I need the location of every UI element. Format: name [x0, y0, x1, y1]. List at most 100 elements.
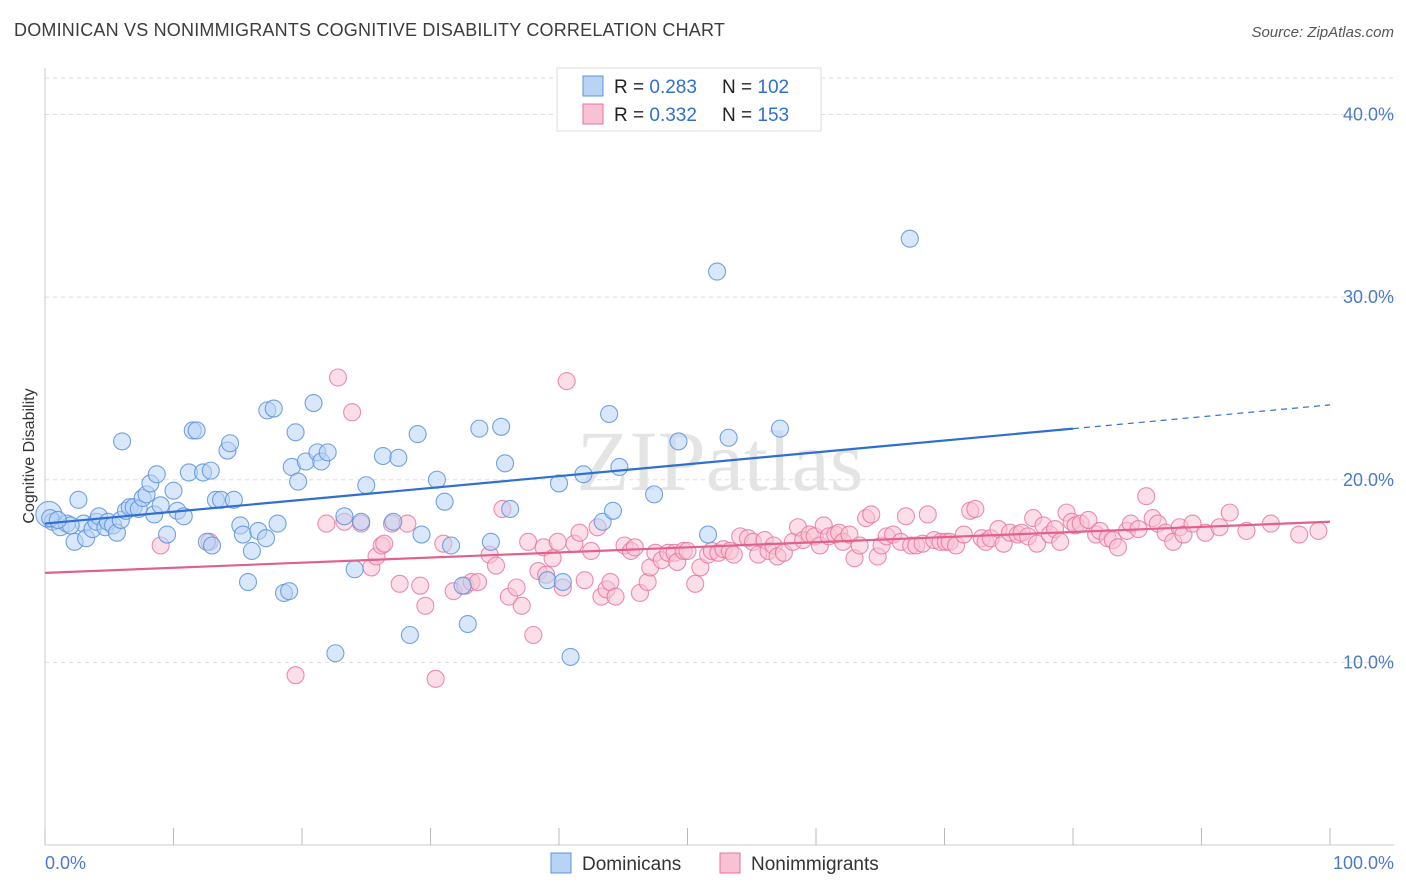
- y-tick-label: 40.0%: [1343, 105, 1394, 125]
- nonimmigrants-point: [1027, 534, 1047, 553]
- nonimmigrants-point: [486, 556, 506, 575]
- nonimmigrants-point: [411, 576, 430, 595]
- dominicans-point: [408, 425, 427, 444]
- dominicans-point: [256, 529, 276, 548]
- bottom-legend-label-nonimmigrants: Nonimmigrants: [751, 854, 879, 875]
- svg-text:N = 153: N = 153: [722, 105, 789, 126]
- nonimmigrants-point: [375, 534, 394, 553]
- dominicans-point: [286, 423, 305, 442]
- dominicans-point: [553, 572, 572, 592]
- dominicans-point: [280, 582, 299, 601]
- dominicans-point: [357, 476, 376, 495]
- dominicans-point: [233, 525, 252, 544]
- nonimmigrants-point: [1290, 525, 1309, 544]
- nonimmigrants-point: [918, 505, 937, 524]
- dominicans-point: [158, 525, 177, 544]
- dominicans-point: [48, 510, 67, 529]
- legend-r-label: R =: [614, 77, 649, 98]
- nonimmigrants-point: [954, 525, 973, 544]
- svg-text:N = 102: N = 102: [722, 77, 789, 98]
- dominicans-point: [400, 625, 419, 645]
- nonimmigrants-point: [606, 587, 625, 606]
- dominicans-point: [549, 474, 569, 493]
- dominicans-point: [264, 399, 283, 418]
- dominicans-point: [203, 536, 222, 555]
- nonimmigrants-point: [317, 514, 336, 533]
- y-axis-label: Cognitive Disability: [21, 388, 38, 523]
- dominicans-point: [304, 394, 323, 413]
- nonimmigrants-trend-line: [44, 520, 1331, 574]
- nonimmigrants-point: [686, 574, 705, 593]
- y-tick-label: 30.0%: [1343, 287, 1394, 307]
- dominicans-point: [242, 541, 261, 561]
- dominicans-point: [492, 417, 511, 436]
- x-tick-label: 0.0%: [45, 853, 86, 873]
- dominicans-point: [318, 443, 337, 462]
- legend-r-value: 0.332: [649, 105, 697, 126]
- nonimmigrants-point: [1309, 521, 1328, 540]
- dominicans-trend-line: [44, 427, 1074, 525]
- legend-swatch-nonimmigrants: [582, 103, 604, 125]
- legend-r-value: 0.283: [649, 77, 697, 98]
- dominicans-point: [645, 485, 664, 504]
- nonimmigrants-point: [896, 507, 916, 526]
- chart-title: DOMINICAN VS NONIMMIGRANTS COGNITIVE DIS…: [14, 20, 726, 40]
- dominicans-point: [495, 454, 515, 473]
- dominicans-point: [719, 428, 738, 447]
- nonimmigrants-point: [390, 574, 409, 593]
- nonimmigrants-point: [575, 571, 594, 590]
- nonimmigrants-point: [862, 505, 881, 524]
- nonimmigrants-point: [328, 368, 348, 387]
- nonimmigrants-point: [1237, 521, 1256, 540]
- legend-n-label: N =: [722, 77, 757, 98]
- dominicans-point: [699, 525, 718, 544]
- dominicans-point: [345, 560, 364, 579]
- y-tick-labels: 10.0% 20.0% 30.0% 40.0%: [1343, 105, 1394, 673]
- nonimmigrants-point: [507, 578, 526, 597]
- dominicans-point: [458, 614, 477, 634]
- dominicans-point: [538, 571, 557, 590]
- dominicans-trend-extension: [1072, 404, 1331, 430]
- nonimmigrants-point: [343, 403, 362, 422]
- legend-n-value: 153: [757, 105, 789, 126]
- dominicans-point: [481, 532, 500, 551]
- nonimmigrants-point: [512, 596, 531, 615]
- nonimmigrants-point: [625, 538, 644, 557]
- x-tick-labels: 0.0% 100.0%: [45, 853, 1394, 873]
- dominicans-point: [561, 647, 580, 666]
- nonimmigrants-point: [1051, 532, 1070, 551]
- dominicans-point: [770, 419, 790, 438]
- bottom-legend: Dominicans Nonimmigrants: [550, 852, 879, 875]
- legend-n-value: 102: [757, 77, 789, 98]
- dominicans-point: [669, 432, 688, 451]
- dominicans-point: [69, 490, 88, 509]
- dominicans-point: [501, 499, 520, 519]
- nonimmigrants-point: [286, 666, 305, 685]
- dominicans-point: [220, 434, 240, 453]
- chart-source: Source: ZipAtlas.com: [1251, 24, 1394, 41]
- nonimmigrants-point: [524, 625, 543, 645]
- nonimmigrants-point: [543, 549, 562, 568]
- dominicans-point: [164, 481, 183, 500]
- dominicans-point: [610, 457, 629, 477]
- dominicans-point: [268, 514, 287, 533]
- dominicans-point: [603, 501, 623, 520]
- dominicans-point: [373, 446, 393, 466]
- nonimmigrants-point: [1108, 538, 1128, 557]
- legend: R = 0.283 N = 102 R = 0.332 N = 153: [556, 67, 822, 132]
- dominicans-point: [453, 576, 472, 595]
- dominicans-point: [435, 492, 454, 511]
- dominicans-point: [238, 572, 258, 592]
- nonimmigrants-point: [416, 596, 435, 615]
- dominicans-point: [470, 419, 489, 438]
- nonimmigrants-point: [468, 572, 488, 592]
- x-ticks: [44, 828, 1331, 845]
- dominicans-points: [35, 229, 919, 666]
- dominicans-point: [384, 512, 403, 531]
- x-tick-label: 100.0%: [1333, 853, 1394, 873]
- legend-n-label: N =: [722, 105, 757, 126]
- dominicans-point: [352, 512, 371, 531]
- dominicans-point: [427, 470, 446, 489]
- dominicans-point: [900, 229, 919, 248]
- legend-swatch-dominicans: [582, 75, 604, 97]
